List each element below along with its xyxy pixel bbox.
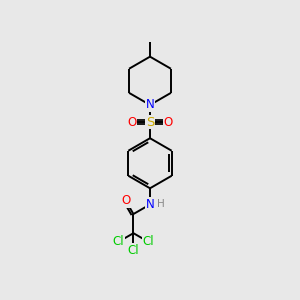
Text: N: N (146, 98, 154, 111)
Text: Cl: Cl (142, 235, 154, 248)
Text: O: O (127, 116, 136, 128)
Text: O: O (121, 194, 130, 207)
Text: O: O (164, 116, 173, 128)
Text: S: S (146, 116, 154, 128)
Text: N: N (146, 198, 154, 211)
Text: H: H (158, 200, 165, 209)
Text: N: N (146, 98, 154, 111)
Text: Cl: Cl (128, 244, 139, 257)
Text: Cl: Cl (113, 235, 124, 248)
